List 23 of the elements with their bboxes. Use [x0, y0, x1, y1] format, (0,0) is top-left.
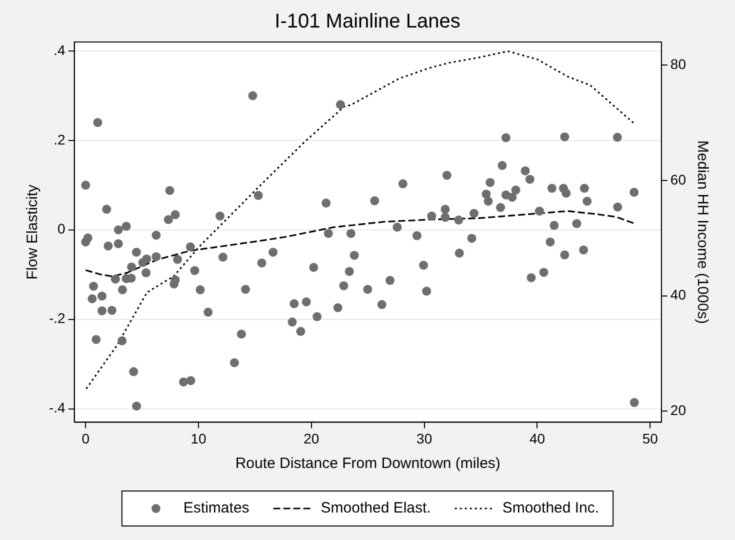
y2-tick-label: 80 [670, 56, 686, 72]
y-axis-title: Flow Elasticity [24, 184, 42, 280]
y2-tick-label: 40 [670, 286, 686, 303]
y2-tick-label: 20 [670, 402, 686, 418]
y-tick-label: .2 [54, 131, 66, 148]
y-tick-label: -.4 [48, 400, 66, 416]
x-axis-title: Route Distance From Downtown (miles) [235, 455, 500, 472]
chart-title: I-101 Mainline Lanes [274, 10, 460, 33]
y2-axis-title: Median HH Income (1000s) [694, 140, 711, 324]
y-tick-label: .4 [54, 42, 66, 58]
y-tick-label: -.2 [48, 310, 66, 326]
x-tick-label: 10 [190, 430, 207, 446]
x-tick-label: 20 [304, 430, 320, 446]
y-tick-label: 0 [58, 220, 66, 237]
legend-label: Estimates [183, 500, 250, 517]
y2-tick-label: 60 [670, 171, 686, 188]
x-tick-label: 30 [416, 430, 432, 446]
x-tick-label: 0 [82, 430, 90, 446]
line-series [86, 50, 636, 390]
x-tick-label: 50 [642, 430, 658, 446]
legend-label: Smoothed Elast. [320, 500, 431, 517]
x-tick-label: 40 [529, 430, 546, 446]
legend-label: Smoothed Inc. [502, 500, 600, 517]
